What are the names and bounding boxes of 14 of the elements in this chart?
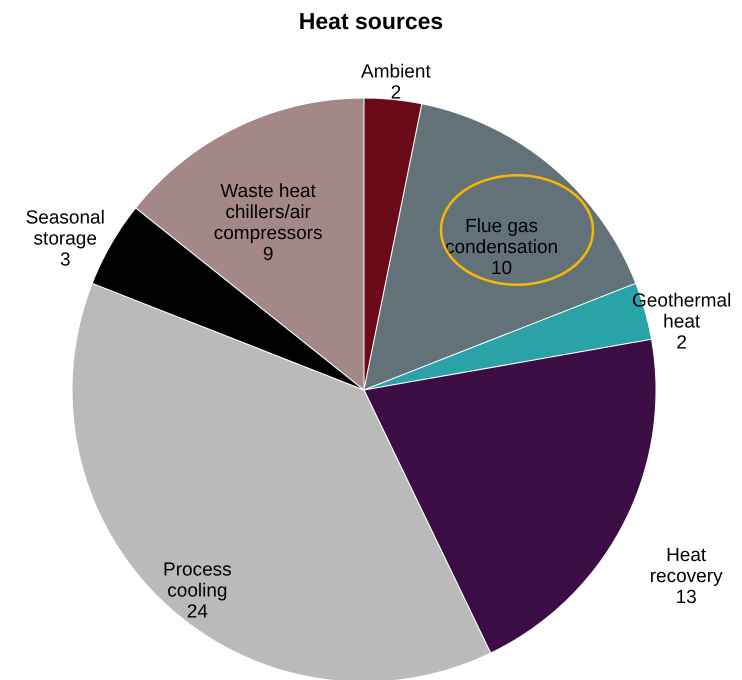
data-label: 24 xyxy=(186,602,208,623)
slice-label: Ambient xyxy=(361,62,432,83)
data-label: 10 xyxy=(490,258,512,280)
slice-label: Heat recovery xyxy=(650,545,724,588)
slice-label: Seasonal storage xyxy=(26,208,105,250)
data-label: 2 xyxy=(390,82,402,104)
chart-title: Heat sources xyxy=(298,8,444,34)
slice-label: Flue gas condensation xyxy=(445,216,558,258)
data-label: 3 xyxy=(60,250,71,270)
data-label: 2 xyxy=(676,332,687,354)
data-label: 9 xyxy=(262,244,274,265)
data-label: 13 xyxy=(676,587,697,608)
slice-label: Process cooling xyxy=(163,560,232,602)
slice-label: Waste heat chillers/air compressors xyxy=(214,180,322,244)
